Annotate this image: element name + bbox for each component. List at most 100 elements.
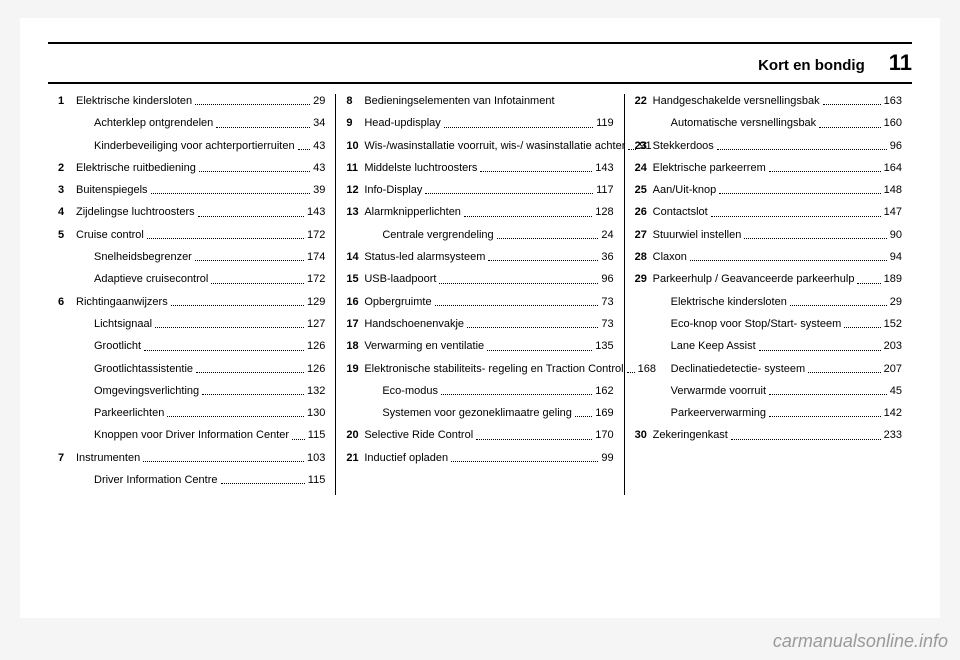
rule-top bbox=[48, 42, 912, 44]
leader-dots bbox=[451, 461, 598, 462]
leader-dots bbox=[731, 439, 881, 440]
index-entry: 12Info-Display117 bbox=[346, 183, 613, 197]
entry-label: Elektrische kindersloten bbox=[671, 295, 787, 309]
index-entry: Lichtsignaal127 bbox=[76, 317, 325, 331]
entry-number: 26 bbox=[635, 205, 653, 219]
entry-number: 4 bbox=[58, 205, 76, 219]
index-entry: Eco-knop voor Stop/Start- systeem152 bbox=[653, 317, 902, 331]
entry-label: Declinatiedetectie- systeem bbox=[671, 362, 806, 376]
entry-label: Selective Ride Control bbox=[364, 428, 473, 442]
entry-page: 117 bbox=[596, 183, 614, 197]
index-entry: Omgevingsverlichting132 bbox=[76, 384, 325, 398]
leader-dots bbox=[808, 372, 880, 373]
entry-page: 24 bbox=[601, 228, 613, 242]
entry-page: 29 bbox=[313, 94, 325, 108]
column-3: 22Handgeschakelde versnellingsbak163Auto… bbox=[624, 94, 912, 495]
index-entry: 2Elektrische ruitbediening43 bbox=[58, 161, 325, 175]
entry-label: Grootlicht bbox=[94, 339, 141, 353]
index-entry: 24Elektrische parkeerrem164 bbox=[635, 161, 902, 175]
entry-label: Verwarming en ventilatie bbox=[364, 339, 484, 353]
entry-page: 115 bbox=[308, 473, 326, 487]
index-entry: Lane Keep Assist203 bbox=[653, 339, 902, 353]
leader-dots bbox=[435, 305, 599, 306]
index-entry: Achterklep ontgrendelen 34 bbox=[76, 116, 325, 130]
entry-label: Info-Display bbox=[364, 183, 422, 197]
index-entry: 7Instrumenten103 bbox=[58, 451, 325, 465]
entry-label: Grootlichtassistentie bbox=[94, 362, 193, 376]
leader-dots bbox=[769, 171, 881, 172]
entry-label: Achterklep ontgrendelen bbox=[94, 116, 213, 130]
entry-page: 130 bbox=[307, 406, 325, 420]
index-entry: Kinderbeveiliging voor achterportierruit… bbox=[76, 139, 325, 153]
leader-dots bbox=[497, 238, 599, 239]
entry-page: 132 bbox=[307, 384, 325, 398]
entry-label: Centrale vergrendeling bbox=[382, 228, 493, 242]
leader-dots bbox=[151, 193, 311, 194]
chapter-title: Kort en bondig bbox=[758, 57, 865, 74]
entry-page: 34 bbox=[313, 116, 325, 130]
leader-dots bbox=[487, 350, 592, 351]
index-entry: 25Aan/Uit-knop148 bbox=[635, 183, 902, 197]
entry-page: 164 bbox=[884, 161, 902, 175]
entry-label: Bedieningselementen van Infotainment bbox=[364, 94, 554, 108]
manual-page: Kort en bondig 11 1Elektrische kinderslo… bbox=[20, 18, 940, 618]
entry-label: Knoppen voor Driver Information Center bbox=[94, 428, 289, 442]
entry-number: 17 bbox=[346, 317, 364, 331]
index-entry: 5Cruise control172 bbox=[58, 228, 325, 242]
entry-label: Elektrische ruitbediening bbox=[76, 161, 196, 175]
entry-page: 39 bbox=[313, 183, 325, 197]
entry-label: Instrumenten bbox=[76, 451, 140, 465]
entry-number: 6 bbox=[58, 295, 76, 309]
entry-number: 23 bbox=[635, 139, 653, 153]
entry-label: Elektrische parkeerrem bbox=[653, 161, 766, 175]
entry-page: 94 bbox=[890, 250, 902, 264]
index-entry: 20Selective Ride Control170 bbox=[346, 428, 613, 442]
leader-dots bbox=[575, 416, 592, 417]
leader-dots bbox=[690, 260, 887, 261]
entry-label: Lichtsignaal bbox=[94, 317, 152, 331]
entry-page: 162 bbox=[595, 384, 613, 398]
index-entry: 13Alarmknipperlichten128 bbox=[346, 205, 613, 219]
entry-label: Contactslot bbox=[653, 205, 708, 219]
entry-page: 148 bbox=[884, 183, 902, 197]
entry-page: 143 bbox=[307, 205, 325, 219]
entry-page: 169 bbox=[595, 406, 613, 420]
index-entry: Systemen voor gezoneklimaatre geling169 bbox=[364, 406, 613, 420]
entry-page: 142 bbox=[884, 406, 902, 420]
entry-number: 22 bbox=[635, 94, 653, 108]
entry-page: 36 bbox=[601, 250, 613, 264]
entry-number: 25 bbox=[635, 183, 653, 197]
index-entry: Elektrische kindersloten29 bbox=[653, 295, 902, 309]
entry-number: 15 bbox=[346, 272, 364, 286]
entry-page: 170 bbox=[595, 428, 613, 442]
entry-label: Parkeerhulp / Geavanceerde parkeerhulp bbox=[653, 272, 855, 286]
entry-page: 147 bbox=[884, 205, 902, 219]
index-columns: 1Elektrische kindersloten29Achterklep on… bbox=[48, 94, 912, 495]
index-entry: Declinatiedetectie- systeem207 bbox=[653, 362, 902, 376]
entry-label: Snelheidsbegrenzer bbox=[94, 250, 192, 264]
leader-dots bbox=[769, 416, 881, 417]
index-entry: Parkeerverwarming142 bbox=[653, 406, 902, 420]
entry-label: Middelste luchtroosters bbox=[364, 161, 477, 175]
entry-label: Stekkerdoos bbox=[653, 139, 714, 153]
entry-page: 115 bbox=[308, 428, 326, 442]
entry-label: Driver Information Centre bbox=[94, 473, 218, 487]
entry-page: 233 bbox=[884, 428, 902, 442]
entry-page: 143 bbox=[595, 161, 613, 175]
entry-label: Adaptieve cruisecontrol bbox=[94, 272, 208, 286]
entry-page: 172 bbox=[307, 228, 325, 242]
index-entry: Automatische versnellingsbak160 bbox=[653, 116, 902, 130]
entry-number: 13 bbox=[346, 205, 364, 219]
index-entry: Parkeerlichten130 bbox=[76, 406, 325, 420]
rule-bottom bbox=[48, 82, 912, 84]
entry-label: Automatische versnellingsbak bbox=[671, 116, 817, 130]
index-entry: 26Contactslot 147 bbox=[635, 205, 902, 219]
leader-dots bbox=[744, 238, 886, 239]
leader-dots bbox=[819, 127, 880, 128]
leader-dots bbox=[759, 350, 881, 351]
entry-number: 21 bbox=[346, 451, 364, 465]
entry-number: 16 bbox=[346, 295, 364, 309]
index-entry: 4Zijdelingse luchtroosters143 bbox=[58, 205, 325, 219]
entry-number: 2 bbox=[58, 161, 76, 175]
entry-number: 10 bbox=[346, 139, 364, 153]
